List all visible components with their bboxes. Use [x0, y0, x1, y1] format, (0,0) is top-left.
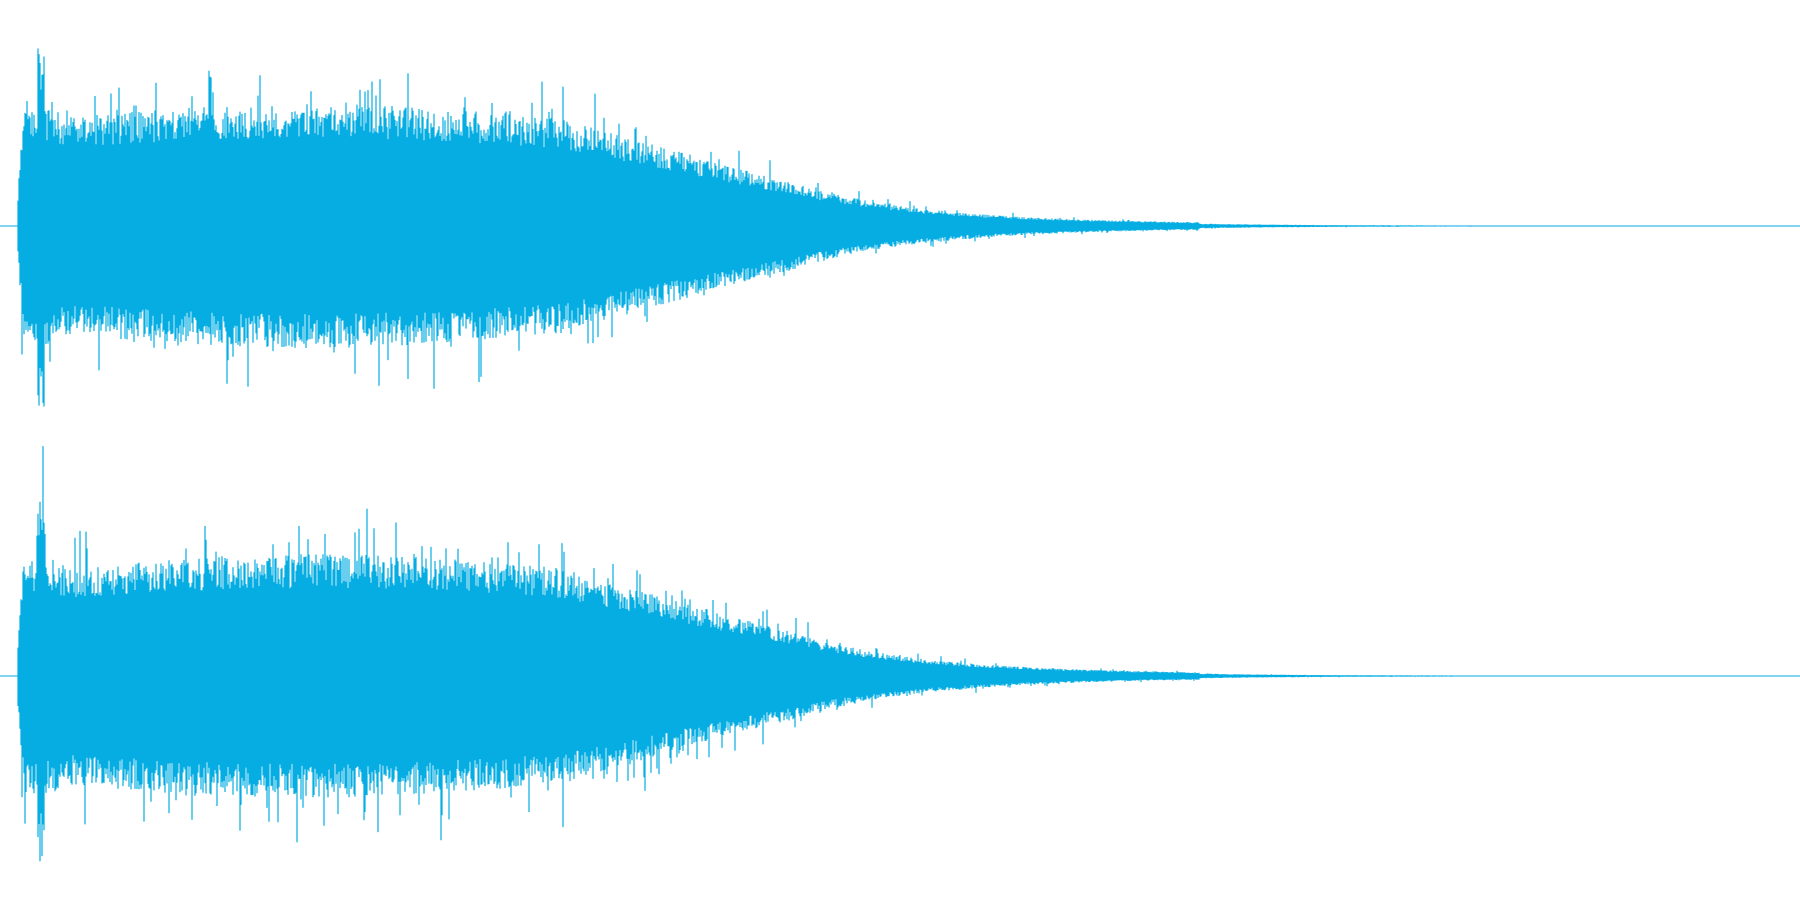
channel-2-waveform: [17, 446, 1500, 862]
channel-1-waveform: [17, 48, 1500, 407]
waveform-channel-1: [0, 48, 1800, 407]
waveform-channel-2: [0, 446, 1800, 862]
